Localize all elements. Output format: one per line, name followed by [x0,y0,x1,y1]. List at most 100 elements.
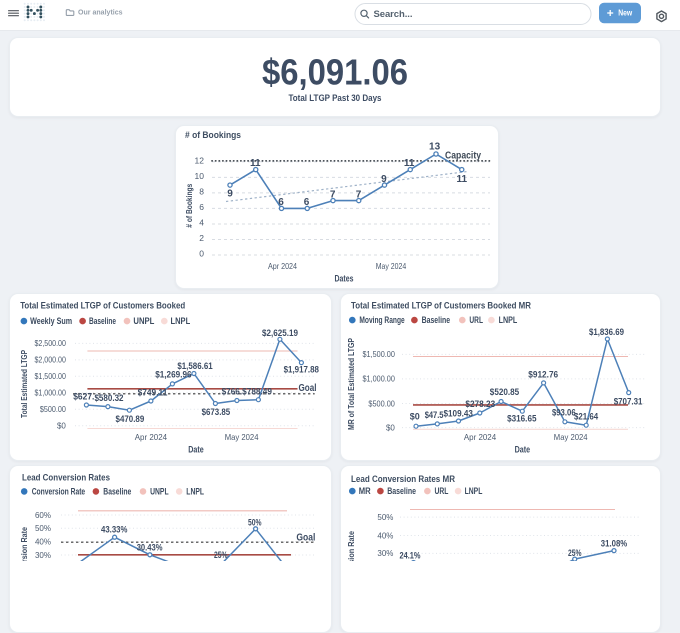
svg-text:24.1%: 24.1% [400,550,421,560]
svg-text:MR of Conversion Rate: MR of Conversion Rate [347,531,356,561]
svg-text:$2,000.00: $2,000.00 [35,356,67,365]
svg-text:$21.64: $21.64 [574,412,598,422]
svg-text:$500.00: $500.00 [368,399,395,408]
svg-text:Apr 2024: Apr 2024 [268,261,297,271]
svg-text:$500.00: $500.00 [40,405,66,414]
svg-text:May 2024: May 2024 [376,261,407,271]
svg-text:12: 12 [195,155,205,165]
svg-text:LNPL: LNPL [499,315,518,325]
svg-text:50%: 50% [377,513,393,522]
svg-text:May 2024: May 2024 [554,432,588,442]
svg-text:Apr 2024: Apr 2024 [135,432,168,442]
svg-text:$0: $0 [410,412,420,422]
svg-text:50%: 50% [248,517,262,527]
svg-text:Total LTGP Past 30 Days: Total LTGP Past 30 Days [289,93,382,103]
svg-text:$1,917.88: $1,917.88 [284,365,319,375]
svg-text:40%: 40% [377,531,393,540]
svg-text:$912.76: $912.76 [528,370,558,380]
svg-text:$109.43: $109.43 [444,409,473,419]
svg-text:Dates: Dates [335,274,354,284]
svg-text:30%: 30% [377,549,393,558]
svg-text:40%: 40% [35,537,51,546]
svg-text:43.33%: 43.33% [101,525,127,535]
svg-text:Goal: Goal [299,383,317,394]
svg-text:$316.65: $316.65 [507,413,536,423]
svg-text:$1,000.00: $1,000.00 [35,389,67,398]
svg-text:# of Bookings: # of Bookings [185,130,241,141]
svg-text:Date: Date [515,445,531,455]
svg-text:Total Estimated LTGP of Custom: Total Estimated LTGP of Customers Booked [20,301,185,312]
svg-text:60%: 60% [35,511,51,520]
svg-text:7: 7 [356,189,362,200]
svg-text:May 2024: May 2024 [225,432,259,442]
svg-text:$93.06: $93.06 [552,408,576,418]
svg-text:$749.11: $749.11 [138,388,168,398]
svg-text:31.08%: 31.08% [601,539,627,549]
svg-text:$1,269.96: $1,269.96 [155,370,191,380]
svg-text:11: 11 [250,158,261,169]
svg-text:Total Estimated LTGP of Custom: Total Estimated LTGP of Customers Booked… [351,301,531,312]
svg-text:6: 6 [199,202,204,212]
svg-text:30.43%: 30.43% [137,542,163,552]
svg-text:UNPL: UNPL [133,316,154,326]
svg-text:$470.89: $470.89 [116,414,145,424]
svg-text:7: 7 [330,189,336,200]
svg-text:URL: URL [435,486,449,496]
svg-text:25%: 25% [568,548,582,558]
svg-text:$2,500.00: $2,500.00 [35,339,67,348]
svg-text:$0: $0 [57,422,66,431]
svg-text:$2,625.19: $2,625.19 [262,328,298,338]
svg-text:Baseline: Baseline [387,486,416,496]
svg-text:$278.23: $278.23 [465,399,495,409]
svg-text:Goal: Goal [296,532,315,543]
svg-text:$1,836.69: $1,836.69 [589,327,624,337]
svg-text:Date: Date [188,445,204,455]
svg-text:LNPL: LNPL [171,316,191,326]
svg-text:9: 9 [381,174,387,185]
svg-text:30%: 30% [35,551,51,560]
svg-text:$627.: $627. [73,392,94,402]
svg-text:$520.85: $520.85 [490,387,519,397]
svg-text:Our analytics: Our analytics [78,8,123,17]
svg-text:$6,091.06: $6,091.06 [262,52,408,93]
svg-text:11: 11 [457,174,468,185]
svg-text:$1,586.61: $1,586.61 [177,361,212,371]
svg-text:$47.5: $47.5 [425,410,444,420]
svg-text:UNPL: UNPL [150,486,169,496]
svg-text:Weekly Sum: Weekly Sum [30,316,72,326]
svg-text:6: 6 [304,197,310,208]
svg-text:$1,000.00: $1,000.00 [363,375,396,384]
svg-text:Conversion Rate: Conversion Rate [20,527,29,561]
svg-text:$766.$788.49: $766.$788.49 [222,387,272,397]
svg-text:Moving Range: Moving Range [359,315,404,325]
svg-text:Baseline: Baseline [103,486,131,496]
svg-text:11: 11 [404,158,415,169]
svg-text:LNPL: LNPL [465,486,483,496]
svg-text:Baseline: Baseline [422,315,451,325]
svg-text:New: New [618,7,632,17]
svg-text:Lead Conversion Rates: Lead Conversion Rates [22,473,110,484]
svg-text:MR: MR [359,486,371,496]
svg-text:# of Bookings: # of Bookings [184,183,194,227]
svg-text:8: 8 [199,187,204,197]
svg-text:4: 4 [199,218,204,228]
svg-text:$1,500.00: $1,500.00 [35,372,67,381]
svg-text:0: 0 [199,249,204,259]
svg-text:Apr 2024: Apr 2024 [464,432,497,442]
svg-text:Baseline: Baseline [89,316,116,326]
svg-text:$673.85: $673.85 [202,407,231,417]
svg-text:Total Estimated LTGP: Total Estimated LTGP [20,349,29,418]
svg-text:Conversion Rate: Conversion Rate [32,486,85,496]
svg-text:9: 9 [227,189,233,200]
svg-text:2: 2 [199,233,204,243]
svg-text:$0: $0 [386,423,395,432]
svg-text:URL: URL [469,315,483,325]
svg-text:10: 10 [195,171,205,181]
svg-text:Lead Conversion Rates MR: Lead Conversion Rates MR [351,474,455,485]
svg-text:Search...: Search... [374,9,413,20]
svg-text:$1,500.00: $1,500.00 [363,350,396,359]
svg-text:6: 6 [278,197,284,208]
svg-text:13: 13 [429,142,441,153]
svg-text:$707.31: $707.31 [614,396,643,406]
svg-text:Capacity: Capacity [445,151,481,162]
